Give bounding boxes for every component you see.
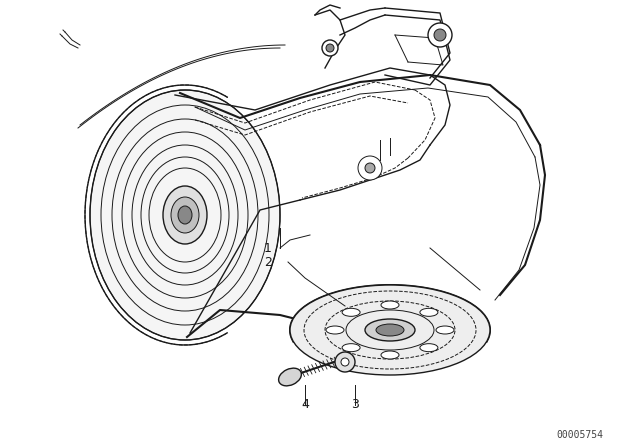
Circle shape bbox=[322, 40, 338, 56]
Circle shape bbox=[428, 23, 452, 47]
Text: 1: 1 bbox=[264, 241, 272, 254]
Ellipse shape bbox=[326, 326, 344, 334]
Ellipse shape bbox=[342, 308, 360, 316]
Ellipse shape bbox=[365, 319, 415, 341]
Ellipse shape bbox=[342, 344, 360, 352]
Circle shape bbox=[335, 352, 355, 372]
Ellipse shape bbox=[420, 344, 438, 352]
Ellipse shape bbox=[278, 368, 301, 386]
Ellipse shape bbox=[381, 301, 399, 309]
Ellipse shape bbox=[163, 186, 207, 244]
Ellipse shape bbox=[376, 324, 404, 336]
Circle shape bbox=[326, 44, 334, 52]
Text: 4: 4 bbox=[301, 399, 309, 412]
Circle shape bbox=[365, 163, 375, 173]
Ellipse shape bbox=[178, 206, 192, 224]
Circle shape bbox=[341, 358, 349, 366]
Ellipse shape bbox=[290, 285, 490, 375]
Ellipse shape bbox=[381, 351, 399, 359]
Text: 2: 2 bbox=[264, 255, 272, 268]
Ellipse shape bbox=[171, 197, 199, 233]
Text: 3: 3 bbox=[351, 399, 359, 412]
Ellipse shape bbox=[420, 308, 438, 316]
Ellipse shape bbox=[436, 326, 454, 334]
Ellipse shape bbox=[90, 90, 280, 340]
Text: 00005754: 00005754 bbox=[557, 430, 604, 440]
Circle shape bbox=[434, 29, 446, 41]
Circle shape bbox=[358, 156, 382, 180]
